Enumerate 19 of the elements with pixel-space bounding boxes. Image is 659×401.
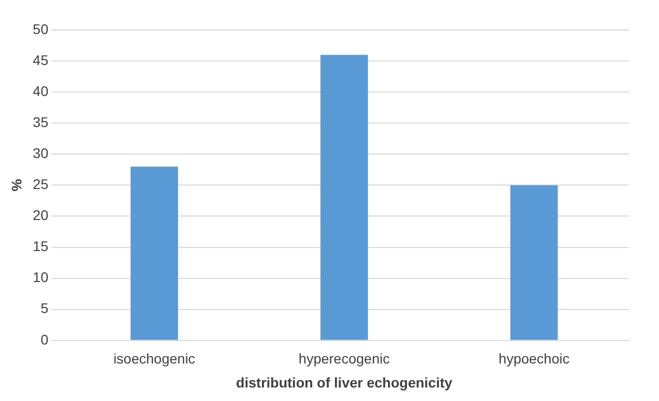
y-tick-label: 25 <box>32 176 49 192</box>
y-tick-label: 30 <box>32 145 49 162</box>
bar <box>320 54 368 340</box>
x-tick-label: hyperecogenic <box>298 350 390 367</box>
y-axis-title: % <box>8 178 24 192</box>
y-tick-label: 15 <box>32 238 49 254</box>
y-tick-label: 5 <box>40 300 49 316</box>
y-tick-label: 10 <box>32 269 49 286</box>
x-tick-label: hypoechoic <box>498 350 570 367</box>
bar <box>510 185 558 340</box>
bar <box>130 166 178 340</box>
y-tick-label: 45 <box>32 52 49 68</box>
y-tick-label: 35 <box>32 114 49 130</box>
x-axis-title: distribution of liver echogenicity <box>236 374 453 390</box>
y-tick-label: 0 <box>40 331 49 348</box>
x-tick-label: isoechogenic <box>113 350 196 367</box>
y-tick-label: 40 <box>32 82 49 99</box>
y-tick-label: 20 <box>32 207 49 224</box>
y-tick-label: 50 <box>32 20 49 37</box>
